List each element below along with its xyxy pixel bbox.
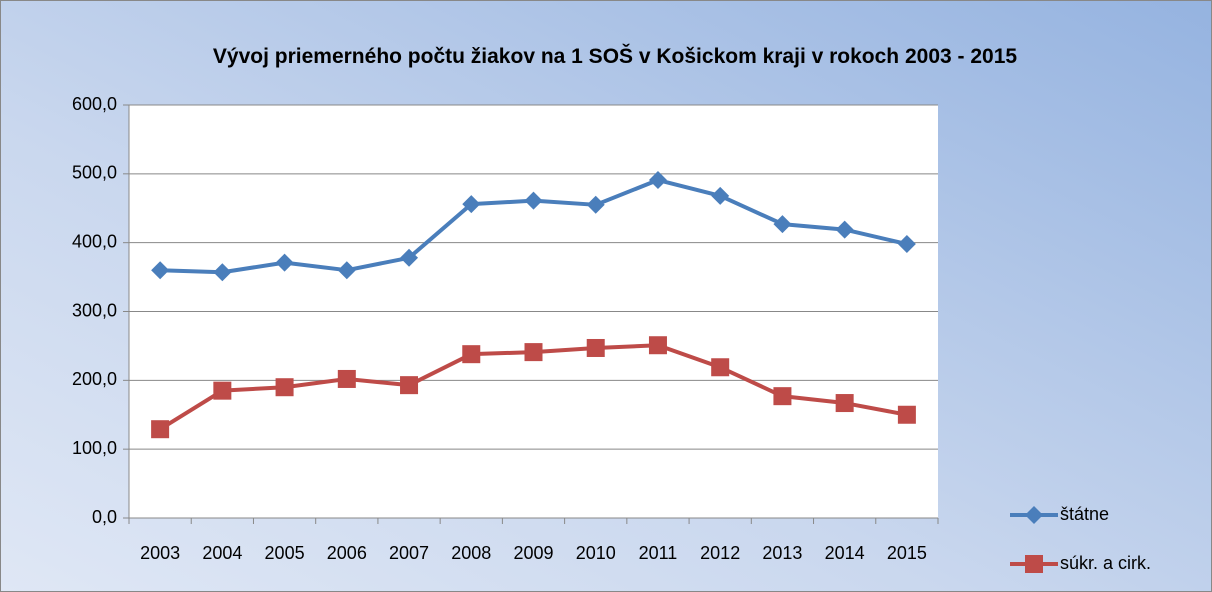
x-tick-label: 2006: [327, 543, 367, 563]
marker: [151, 420, 170, 439]
marker: [275, 253, 294, 272]
marker: [524, 191, 543, 210]
marker: [586, 338, 605, 357]
y-tick-label: 300,0: [72, 300, 117, 320]
marker: [400, 248, 419, 267]
marker: [835, 394, 854, 413]
marker: [897, 405, 916, 424]
x-tick-label: 2003: [140, 543, 180, 563]
marker: [462, 195, 481, 214]
legend-label: štátne: [1060, 504, 1109, 524]
x-tick-label: 2012: [700, 543, 740, 563]
marker: [773, 215, 792, 234]
marker: [400, 376, 419, 395]
marker: [711, 186, 730, 205]
x-tick-label: 2011: [639, 543, 678, 563]
marker: [275, 378, 294, 397]
marker: [648, 336, 667, 355]
marker: [213, 381, 232, 400]
marker: [524, 343, 543, 362]
marker: [1025, 555, 1043, 573]
x-tick-label: 2015: [887, 543, 927, 563]
y-tick-label: 100,0: [72, 438, 117, 458]
marker: [337, 369, 356, 388]
y-tick-label: 400,0: [72, 231, 117, 251]
y-tick-label: 200,0: [72, 369, 117, 389]
marker: [213, 263, 232, 282]
marker: [151, 261, 170, 280]
marker: [773, 387, 792, 406]
chart-title: Vývoj priemerného počtu žiakov na 1 SOŠ …: [212, 45, 1018, 68]
legend-label: súkr. a cirk.: [1060, 553, 1151, 573]
x-tick-label: 2007: [389, 543, 429, 563]
y-tick-label: 0,0: [92, 507, 117, 527]
x-tick-label: 2009: [513, 543, 553, 563]
x-tick-label: 2004: [202, 543, 242, 563]
x-tick-label: 2008: [451, 543, 491, 563]
marker: [711, 358, 730, 377]
marker: [1025, 506, 1043, 524]
x-tick-label: 2010: [576, 543, 616, 563]
marker: [835, 220, 854, 239]
marker: [586, 195, 605, 214]
marker: [462, 345, 481, 364]
y-tick-label: 600,0: [72, 94, 117, 114]
marker: [648, 171, 667, 190]
x-tick-label: 2013: [762, 543, 802, 563]
marker: [337, 261, 356, 280]
x-tick-label: 2014: [825, 543, 865, 563]
y-tick-label: 500,0: [72, 163, 117, 183]
marker: [897, 235, 916, 254]
x-tick-label: 2005: [265, 543, 305, 563]
